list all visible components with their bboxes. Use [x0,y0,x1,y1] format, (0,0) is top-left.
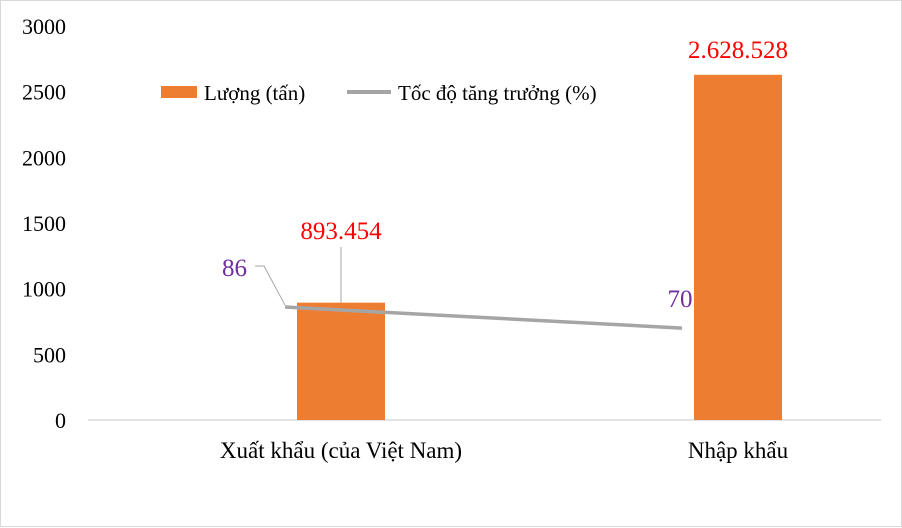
legend-swatch-bar [161,86,197,98]
bar-series [297,74,782,421]
data-labels: 893.454 2.628.528 86 70 [222,37,788,313]
line-data-label: 70 [668,286,693,313]
y-tick-label: 1000 [22,277,66,302]
bar-data-label: 2.628.528 [688,37,788,64]
bar-data-label: 893.454 [300,218,382,245]
y-tick-label: 2500 [22,80,66,105]
x-axis-categories: Xuất khẩu (của Việt Nam) Nhập khẩu [220,438,789,463]
bar [297,302,385,420]
legend-label-line: Tốc độ tăng trưởng (%) [398,81,597,105]
y-tick-label: 500 [33,342,66,367]
y-tick-label: 3000 [22,14,66,39]
line-label-leader [255,265,286,306]
y-tick-label: 0 [55,408,66,433]
y-tick-label: 1500 [22,211,66,236]
bar [694,74,782,421]
y-axis-ticks: 0 500 1000 1500 2000 2500 3000 [22,14,66,433]
legend: Lượng (tấn) Tốc độ tăng trưởng (%) [161,81,597,105]
x-category-label: Nhập khẩu [688,438,789,463]
x-category-label: Xuất khẩu (của Việt Nam) [220,438,462,463]
y-tick-label: 2000 [22,145,66,170]
legend-label-bar: Lượng (tấn) [204,81,305,105]
line-data-label: 86 [222,255,247,282]
series-line [284,305,683,330]
line-series [284,305,683,330]
